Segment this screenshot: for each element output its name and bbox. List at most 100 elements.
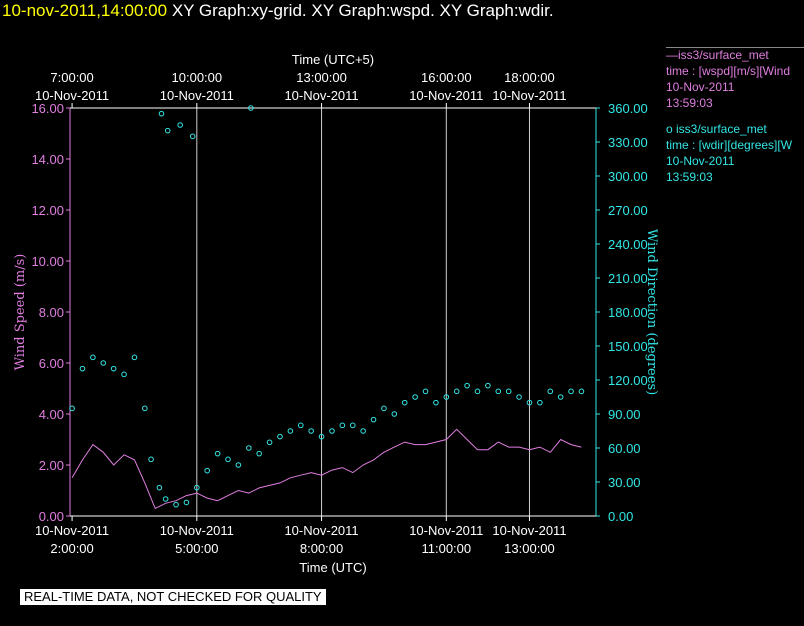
bottom-tick-date: 10-Nov-2011 bbox=[409, 523, 483, 538]
right-tick-label: 240.00 bbox=[608, 237, 648, 252]
bottom-tick-time: 8:00:00 bbox=[300, 541, 343, 556]
wind-direction-point bbox=[412, 394, 418, 400]
wind-speed-line bbox=[71, 428, 582, 510]
right-tick-label: 180.00 bbox=[608, 305, 648, 320]
wind-direction-point bbox=[148, 456, 154, 463]
left-tick-label: 2.00 bbox=[39, 458, 64, 473]
bottom-tick-time: 13:00:00 bbox=[504, 541, 555, 556]
top-tick-date: 10-Nov-2011 bbox=[492, 88, 566, 103]
x-axis-label-top: Time (UTC+5) bbox=[292, 52, 374, 67]
y-axis-label-left: Wind Speed (m/s) bbox=[13, 254, 28, 371]
wind-direction-point bbox=[401, 399, 408, 406]
left-tick-label: 8.00 bbox=[39, 305, 64, 320]
right-tick-label: 30.00 bbox=[608, 475, 641, 490]
left-tick-label: 12.00 bbox=[31, 203, 64, 218]
wind-direction-point bbox=[110, 365, 117, 372]
wind-direction-point bbox=[568, 388, 574, 395]
wind-direction-point bbox=[464, 382, 470, 389]
quality-warning-banner: REAL-TIME DATA, NOT CHECKED FOR QUALITY bbox=[20, 589, 326, 605]
wind-direction-point bbox=[360, 428, 366, 434]
wind-direction-point bbox=[474, 388, 481, 395]
wind-direction-point bbox=[248, 105, 254, 111]
wind-direction-point bbox=[69, 405, 75, 412]
wind-direction-point bbox=[526, 399, 533, 406]
right-tick-label: 300.00 bbox=[608, 169, 648, 184]
legend-wdir-title: o iss3/surface_met bbox=[666, 122, 767, 136]
wind-direction-point bbox=[443, 394, 450, 400]
wind-direction-point bbox=[277, 433, 283, 440]
top-tick-time: 13:00:00 bbox=[296, 70, 347, 85]
wind-direction-point bbox=[235, 462, 242, 468]
legend-wspd-title: —iss3/surface_met bbox=[666, 48, 769, 62]
top-tick-date: 10-Nov-2011 bbox=[35, 88, 109, 103]
top-tick-date: 10-Nov-2011 bbox=[409, 88, 483, 103]
left-tick-label: 14.00 bbox=[31, 152, 64, 167]
wind-direction-point bbox=[156, 484, 163, 491]
wind-direction-point bbox=[370, 416, 377, 423]
legend-wdir-time: 13:59:03 bbox=[666, 170, 713, 184]
wind-direction-point bbox=[391, 411, 398, 417]
wind-direction-point bbox=[158, 110, 165, 117]
wind-direction-point bbox=[318, 433, 325, 440]
y-axis-label-right: Wind Direction (degrees) bbox=[644, 229, 659, 395]
legend-wdir: o iss3/surface_met time : [wdir][degrees… bbox=[666, 121, 804, 185]
top-tick-time: 7:00:00 bbox=[50, 70, 93, 85]
wind-direction-point bbox=[214, 450, 221, 457]
right-tick-label: 360.00 bbox=[608, 101, 648, 116]
bottom-tick-date: 10-Nov-2011 bbox=[492, 523, 566, 538]
top-tick-time: 16:00:00 bbox=[421, 70, 472, 85]
top-tick-time: 10:00:00 bbox=[172, 70, 223, 85]
wind-direction-point bbox=[349, 422, 356, 429]
right-tick-label: 60.00 bbox=[608, 441, 641, 456]
right-tick-label: 150.00 bbox=[608, 339, 648, 354]
legend-wdir-variable: time : [wdir][degrees][W bbox=[666, 138, 793, 152]
right-tick-label: 90.00 bbox=[608, 407, 641, 422]
wind-direction-point bbox=[131, 354, 138, 361]
wind-direction-point bbox=[516, 394, 522, 400]
wind-direction-point bbox=[485, 382, 491, 389]
wind-direction-point bbox=[177, 122, 183, 128]
right-tick-label: 330.00 bbox=[608, 135, 648, 150]
legend-wspd-date: 10-Nov-2011 bbox=[666, 80, 735, 94]
wind-direction-point bbox=[287, 428, 294, 434]
wind-direction-point bbox=[557, 394, 564, 400]
right-tick-label: 270.00 bbox=[608, 203, 648, 218]
wind-direction-point bbox=[79, 365, 86, 372]
wind-direction-point bbox=[505, 388, 512, 395]
wind-direction-point bbox=[225, 456, 231, 463]
legend-wspd-time: 13:59:03 bbox=[666, 96, 713, 110]
wind-direction-point bbox=[547, 388, 554, 395]
top-tick-date: 10-Nov-2011 bbox=[160, 88, 234, 103]
x-axis-label-bottom: Time (UTC) bbox=[299, 560, 366, 575]
wind-direction-point bbox=[90, 354, 96, 361]
bottom-tick-time: 11:00:00 bbox=[421, 541, 471, 556]
wind-direction-point bbox=[537, 399, 543, 406]
wind-direction-point bbox=[189, 133, 196, 140]
wind-direction-point bbox=[164, 127, 171, 134]
wind-direction-point bbox=[433, 399, 439, 406]
wind-direction-point bbox=[162, 496, 169, 502]
wind-direction-point bbox=[329, 428, 335, 434]
wind-direction-point bbox=[173, 501, 179, 508]
wind-direction-point bbox=[495, 388, 502, 395]
bottom-tick-date: 10-Nov-2011 bbox=[160, 523, 234, 538]
wind-direction-point bbox=[256, 450, 262, 457]
bottom-tick-time: 5:00:00 bbox=[175, 541, 218, 556]
title-graph-list: XY Graph:xy-grid. XY Graph:wspd. XY Grap… bbox=[167, 1, 554, 20]
wind-direction-point bbox=[142, 405, 148, 412]
wind-direction-point bbox=[308, 428, 314, 434]
wind-direction-point bbox=[100, 360, 107, 366]
wind-direction-point bbox=[245, 445, 252, 451]
left-tick-label: 4.00 bbox=[39, 407, 64, 422]
chart-title: 10-nov-2011,14:00:00 XY Graph:xy-grid. X… bbox=[2, 1, 554, 21]
wind-direction-point bbox=[453, 388, 460, 395]
wind-direction-point bbox=[578, 388, 585, 395]
wind-direction-point bbox=[266, 439, 273, 446]
wind-direction-point bbox=[121, 371, 127, 378]
bottom-tick-date: 10-Nov-2011 bbox=[284, 523, 358, 538]
wind-direction-point bbox=[183, 499, 190, 506]
left-tick-label: 10.00 bbox=[31, 254, 64, 269]
wind-direction-point bbox=[204, 467, 211, 474]
top-tick-time: 18:00:00 bbox=[504, 70, 555, 85]
